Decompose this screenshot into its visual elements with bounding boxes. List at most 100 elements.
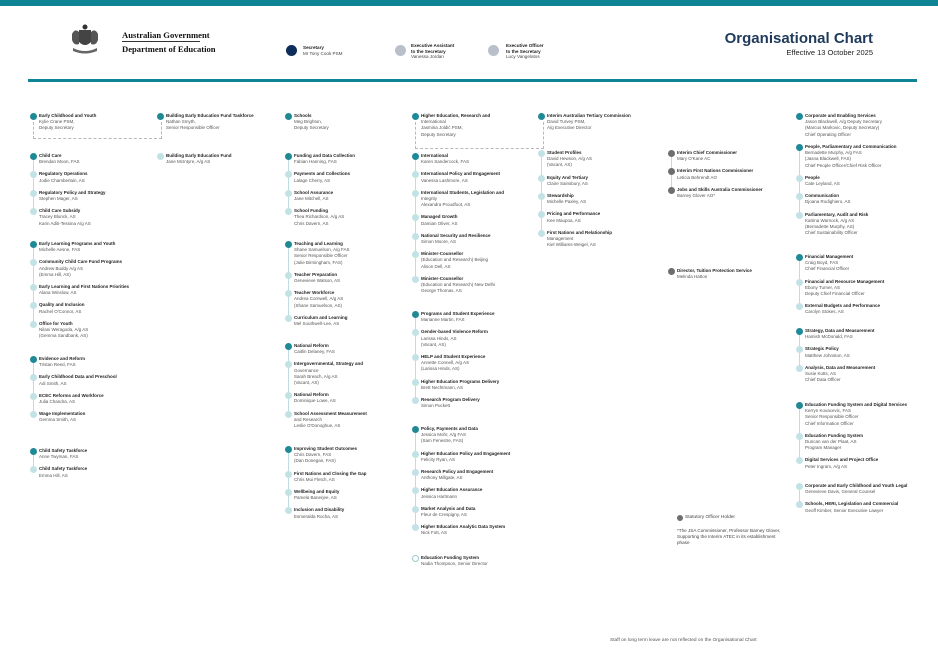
unit-dot-icon <box>538 174 545 182</box>
org-unit: Minister-Counsellor (Education and Resear… <box>412 275 537 295</box>
unit-dot-icon <box>285 343 292 350</box>
org-unit: Interim First Nations Commissioner Letici… <box>668 168 793 180</box>
unit-detail: Alison Dell, AS <box>421 263 451 269</box>
org-unit: Teacher Workforce Andrea Cornwell, A/g AS… <box>285 290 410 309</box>
unit-detail: (Gemma Sandbank, AS) <box>39 333 88 339</box>
unit-title: Interim Australian Tertiary Commission <box>547 113 631 118</box>
org-unit: Office for Youth Nilani Weragoda, A/g AS(… <box>30 320 155 340</box>
unit-detail: Nadia Thompson, Senior Director <box>421 561 488 567</box>
unit-title: Quality and Inclusion <box>39 302 85 308</box>
unit-title: Policy, Payments and Data <box>421 426 478 431</box>
org-unit: Education Funding System Nadia Thompson, … <box>412 555 537 567</box>
unit-title: Financial and Resource Management <box>805 278 885 284</box>
unit-dot-icon <box>538 193 545 201</box>
connector-line <box>415 429 416 527</box>
unit-title: First Nations and Relationship <box>547 229 613 235</box>
legend-line: Vanessa Jordan <box>411 54 444 60</box>
unit-detail: Adi Smith, AS <box>39 380 67 386</box>
unit-detail: Nick Fott, AS <box>421 530 448 536</box>
legend-title: Executive Officer <box>506 43 544 48</box>
unit-detail: Mel Southwell-Lee, AS <box>294 321 340 327</box>
unit-title: International Policy and Engagement <box>421 171 501 177</box>
org-group: Early Childhood and Youth Kylie Crane PSM… <box>30 113 155 138</box>
unit-dot-icon <box>412 189 419 197</box>
unit-dot-icon <box>30 171 37 179</box>
org-unit: Wage Implementation Gemma Smith, AS <box>30 411 155 423</box>
unit-detail: A/g Executive Director <box>547 125 592 131</box>
unit-title: Early Childhood and Youth <box>39 113 97 118</box>
unit-detail: Management <box>547 236 574 242</box>
org-unit: Building Early Education Fund Taskforce N… <box>157 113 282 132</box>
unit-detail: Genevieve Watson, AS <box>294 278 341 284</box>
unit-detail: Brendan Moon, FAS <box>39 159 80 165</box>
unit-detail: Alana Winslow, AS <box>39 290 77 296</box>
unit-detail: Annette Connell, A/g AS <box>421 360 470 366</box>
org-unit: Higher Education Assurance Jessica Hartma… <box>412 487 537 499</box>
unit-title: Analysis, Data and Measurement <box>805 364 876 370</box>
unit-title: Corporate and Early Childhood and Youth … <box>805 483 908 488</box>
unit-title: Managed Growth <box>421 214 458 220</box>
unit-detail: Tristan Reed, FAS <box>39 362 76 368</box>
org-unit: Financial and Resource Management Ebony T… <box>796 278 921 298</box>
unit-detail: Kylie Crane PSM, <box>39 119 75 125</box>
org-unit: Market Analysis and Data Fleur de Crespig… <box>412 505 537 518</box>
unit-dot-icon <box>796 303 803 311</box>
unit-detail: Barney Glover AO* <box>677 193 716 199</box>
unit-detail: Kee Maupoa, AS <box>547 217 581 223</box>
org-unit: Financial Management Craig Boyd, FAS Chief… <box>796 254 921 273</box>
unit-dot-icon <box>285 208 292 216</box>
unit-title: Education Funding System and Digital Ser… <box>805 402 908 407</box>
org-unit: Digital Services and Project Office Peter… <box>796 457 921 469</box>
secretary-dot-icon <box>286 45 297 56</box>
unit-dot-icon <box>668 150 675 157</box>
unit-dot-icon <box>412 505 419 513</box>
org-unit: Early Childhood and Youth Kylie Crane PSM… <box>30 113 155 132</box>
unit-title: Payments and Collections <box>294 171 351 177</box>
unit-detail: Duncan van der Plaat, AS <box>805 439 857 445</box>
unit-title: Research Program Delivery <box>421 397 480 403</box>
org-unit: National Reform Caitlin Delaney, FAS <box>285 343 410 355</box>
unit-detail: Nilani Weragoda, A/g AS <box>39 327 89 333</box>
org-unit: Regulatory Operations Jodie Chamberlain, … <box>30 171 155 183</box>
org-group: Early Learning Programs and Youth Michell… <box>30 241 155 345</box>
unit-title: Intergovernmental, Strategy and <box>294 361 364 367</box>
logo-line-1: Australian Government <box>122 30 210 40</box>
unit-title: Schools <box>294 113 312 118</box>
org-unit: First Nations and Closing the Gap Chris M… <box>285 470 410 483</box>
unit-dot-icon <box>30 113 37 120</box>
org-unit: Strategy, Data and Measurement Hamish McD… <box>796 328 921 340</box>
unit-detail: Andrew Buddy A/g AS <box>39 265 84 271</box>
unit-dot-icon <box>30 392 37 400</box>
legend-title-2: to the Secretary <box>411 48 446 54</box>
unit-dot-icon <box>285 392 292 400</box>
unit-detail: Esmeralda Rocha, AS <box>294 513 339 519</box>
unit-title: Interim First Nations Commissioner <box>677 168 754 174</box>
org-unit: Building Early Education Fund Jane McInty… <box>157 153 282 165</box>
unit-detail: Shane Samuelson, A/g FAS <box>294 247 350 253</box>
unit-detail: Anthony Millgate, AS <box>421 475 463 481</box>
unit-detail: Pamela Banerjee, AS <box>294 495 337 501</box>
unit-title: Education Funding System <box>421 555 480 560</box>
org-group: Corporate and Early Childhood and Youth … <box>796 483 921 520</box>
unit-detail: (Bernadette Murphy, AS) <box>805 224 855 230</box>
unit-detail: Rachel O'Connor, AS <box>39 308 82 314</box>
org-unit: External Budgets and Performance Carolyn … <box>796 303 921 315</box>
unit-title: Wellbeing and Equity <box>294 489 340 495</box>
statutory-legend-label: Statutory Officer Holder <box>685 515 736 520</box>
connector-line <box>33 359 34 414</box>
unit-detail: Andrea Cornwell, A/g AS <box>294 296 344 302</box>
unit-dot-icon <box>285 189 292 197</box>
connector-line <box>288 346 289 414</box>
org-group: Strategy, Data and Measurement Hamish McD… <box>796 328 921 389</box>
unit-dot-icon <box>538 150 545 157</box>
unit-detail: Jane Mitchell, AS <box>294 196 329 202</box>
unit-title: Early Learning Programs and Youth <box>39 241 116 246</box>
unit-title: Inclusion and Disability <box>294 507 345 513</box>
unit-title: Higher Education Assurance <box>421 487 483 493</box>
unit-detail: Cate Leyland, AS <box>805 181 840 187</box>
unit-dot-icon <box>30 189 37 197</box>
unit-detail: Jane McIntyre, A/g AS <box>166 159 211 165</box>
dashed-connector <box>33 122 162 139</box>
org-unit: People, Parliamentary and Communication B… <box>796 144 921 169</box>
unit-title: HELP and Student Experience <box>421 354 486 360</box>
